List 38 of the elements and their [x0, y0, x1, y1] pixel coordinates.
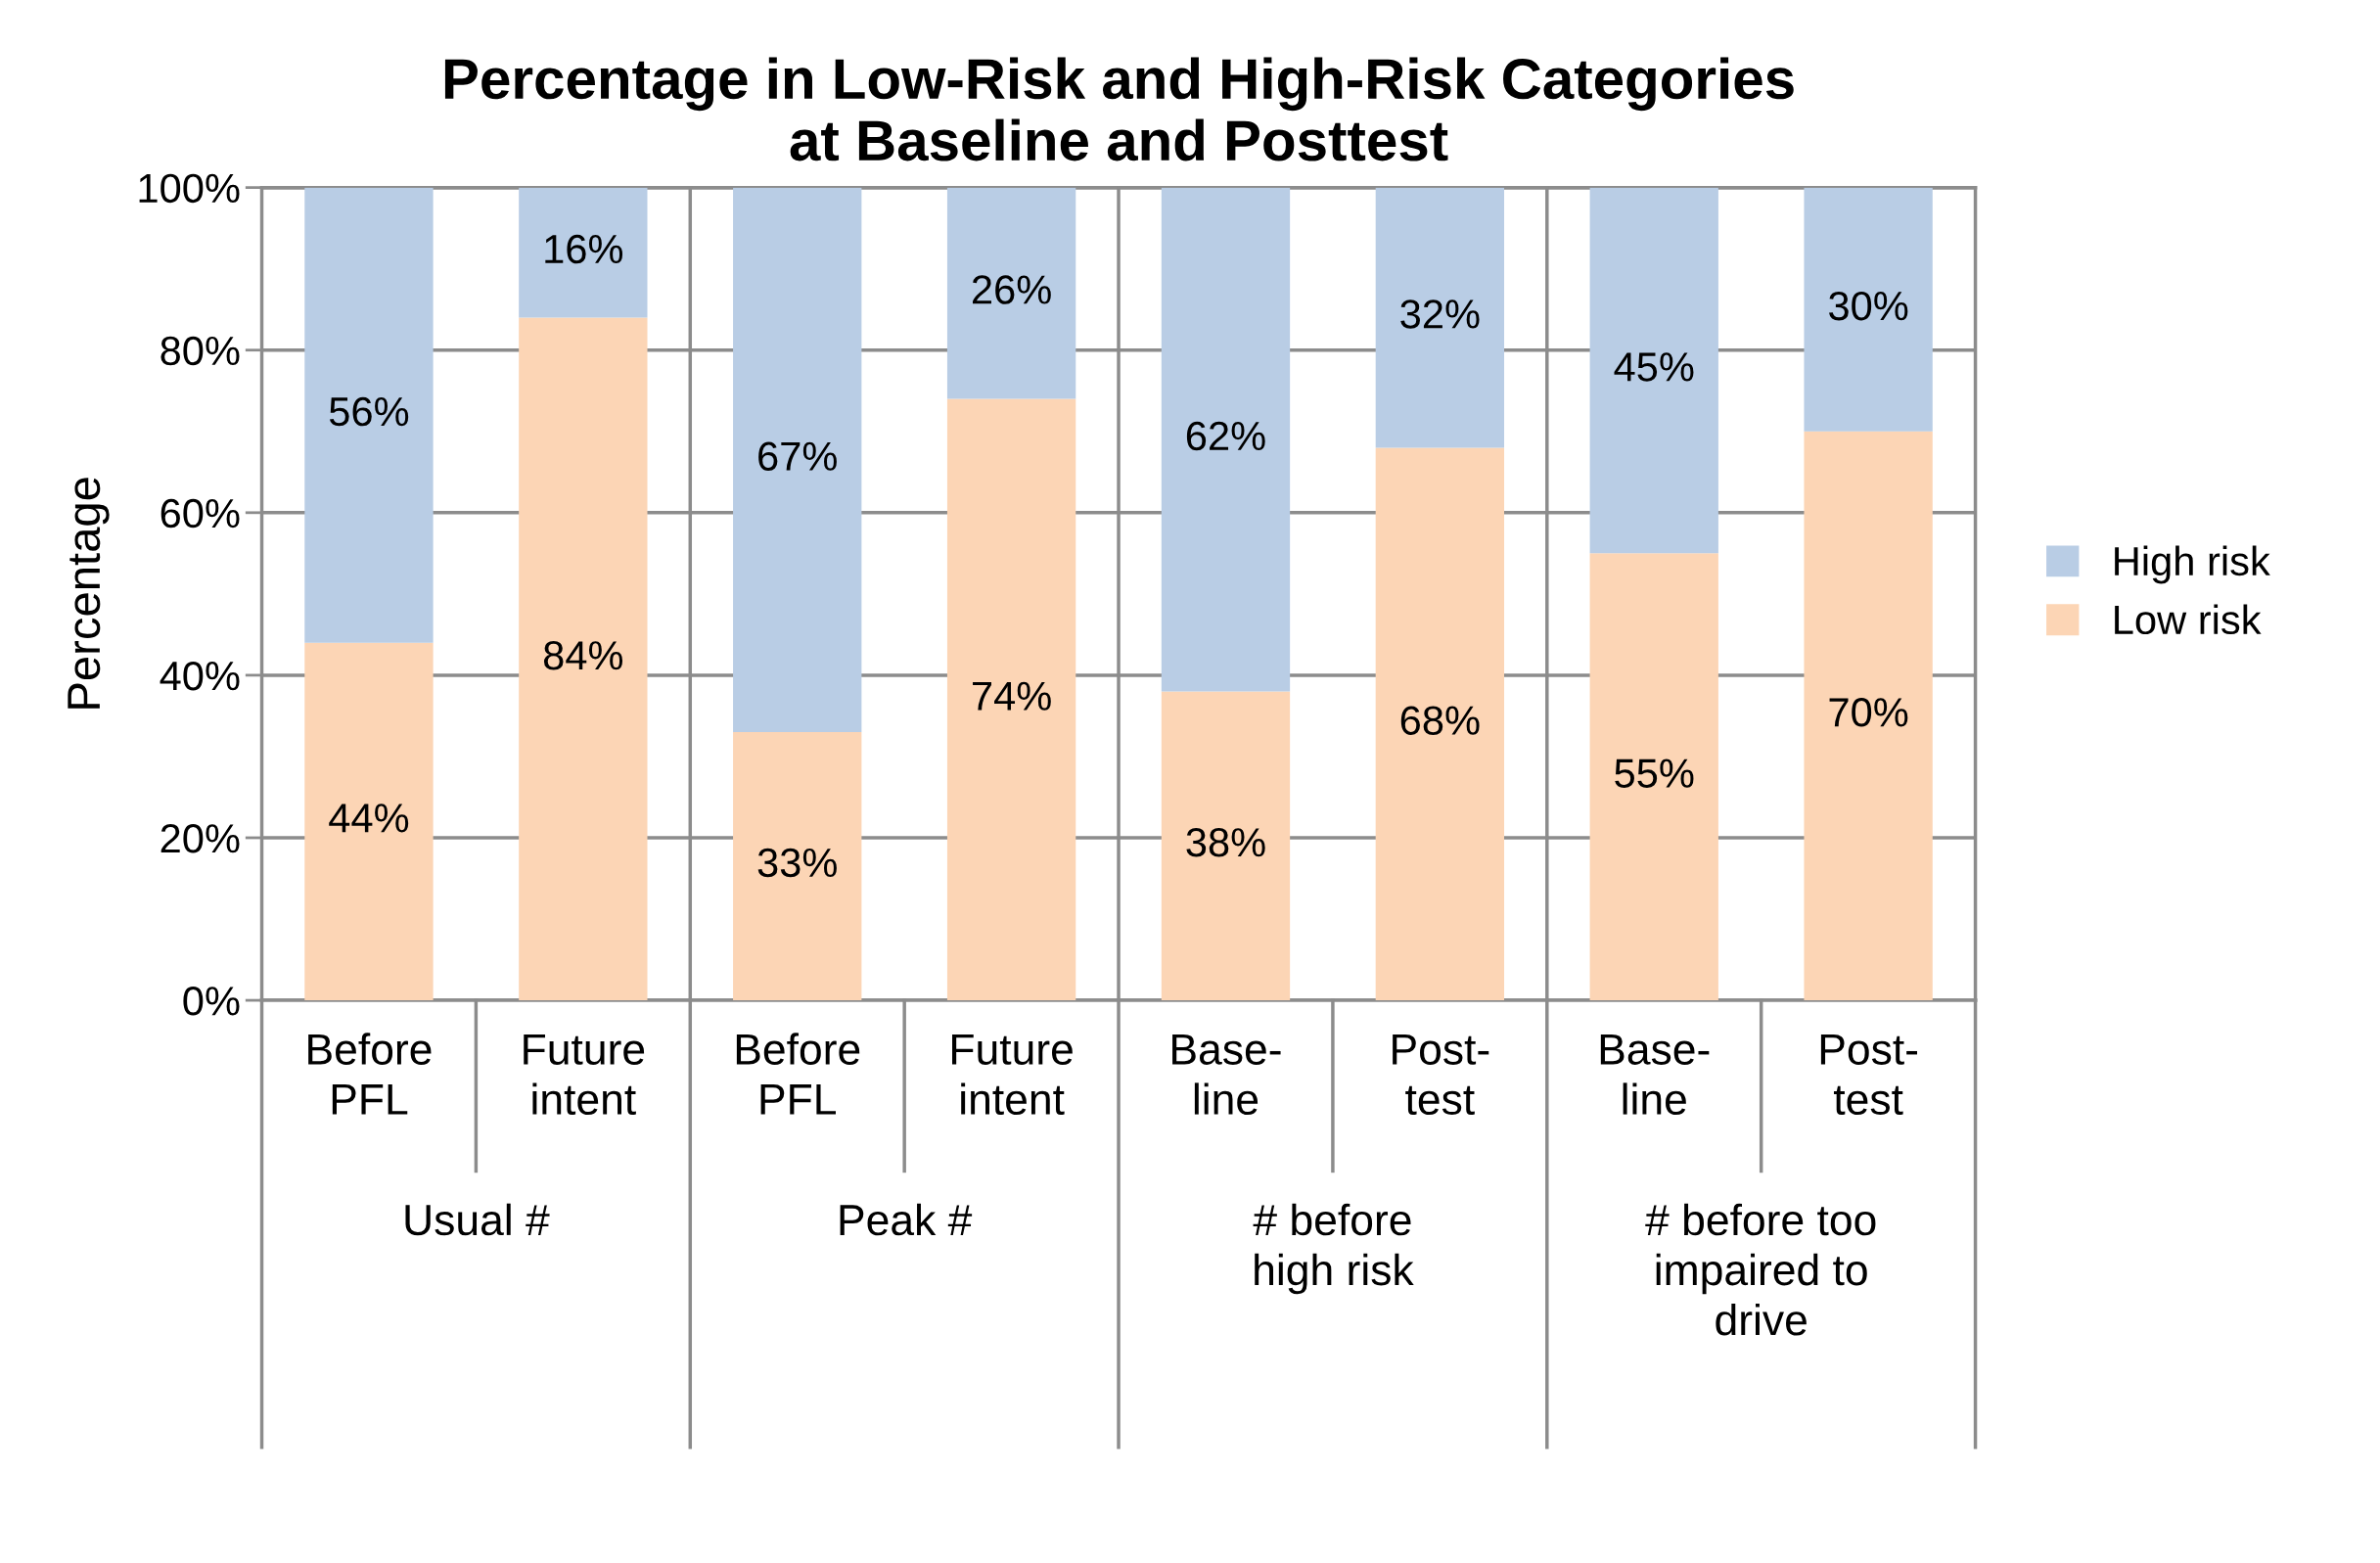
y-tick-label: 100%: [139, 173, 240, 204]
data-label: 45%: [1614, 352, 1694, 382]
y-tick-label: 40%: [160, 661, 240, 691]
data-label: 30%: [1829, 291, 1908, 321]
legend-label: High risk: [2115, 545, 2270, 584]
data-label: 67%: [758, 441, 837, 472]
y-tick-label: 20%: [160, 823, 240, 853]
legend-label: Low risk: [2115, 604, 2262, 635]
x-tick-label: Future intent: [952, 1034, 1073, 1116]
data-label: 84%: [543, 640, 623, 670]
text: # before high risk: [1253, 1203, 1414, 1295]
y-tick-label: 0%: [183, 987, 240, 1016]
x-tick-label: Base- line: [1172, 1034, 1281, 1116]
x-tick-label: Base- line: [1600, 1034, 1710, 1116]
y-tick-label: 60%: [160, 498, 240, 529]
data-label: 74%: [973, 681, 1051, 711]
chart-title: Percentage in Low-Risk and High-Risk Categories at Baseline and Posttest: [444, 57, 1794, 161]
x-tick-label: Post- test: [1820, 1034, 1918, 1116]
y-tick-label: 80%: [160, 336, 240, 366]
data-label: 70%: [1829, 698, 1908, 727]
data-label: 55%: [1615, 759, 1694, 788]
data-label: 68%: [1400, 706, 1480, 735]
x-tick-label: Post- test: [1393, 1034, 1489, 1116]
data-label: 38%: [1186, 827, 1265, 857]
y-axis-title: Percentage: [68, 478, 110, 709]
data-label: 32%: [1400, 299, 1480, 329]
data-label: 26%: [973, 275, 1051, 304]
x-tick-label: Before PFL: [736, 1033, 860, 1115]
x-tick-label: Future intent: [524, 1034, 645, 1116]
data-label: 33%: [757, 848, 837, 878]
x-tick-label: Before PFL: [308, 1033, 432, 1115]
data-label: 56%: [329, 396, 409, 427]
data-label: 44%: [329, 804, 409, 833]
data-label: 62%: [1186, 421, 1265, 451]
text: # before too impaired to drive: [1645, 1203, 1876, 1336]
text: Peak #: [840, 1203, 973, 1236]
data-label: 16%: [545, 234, 623, 264]
text: Usual #: [405, 1203, 550, 1236]
